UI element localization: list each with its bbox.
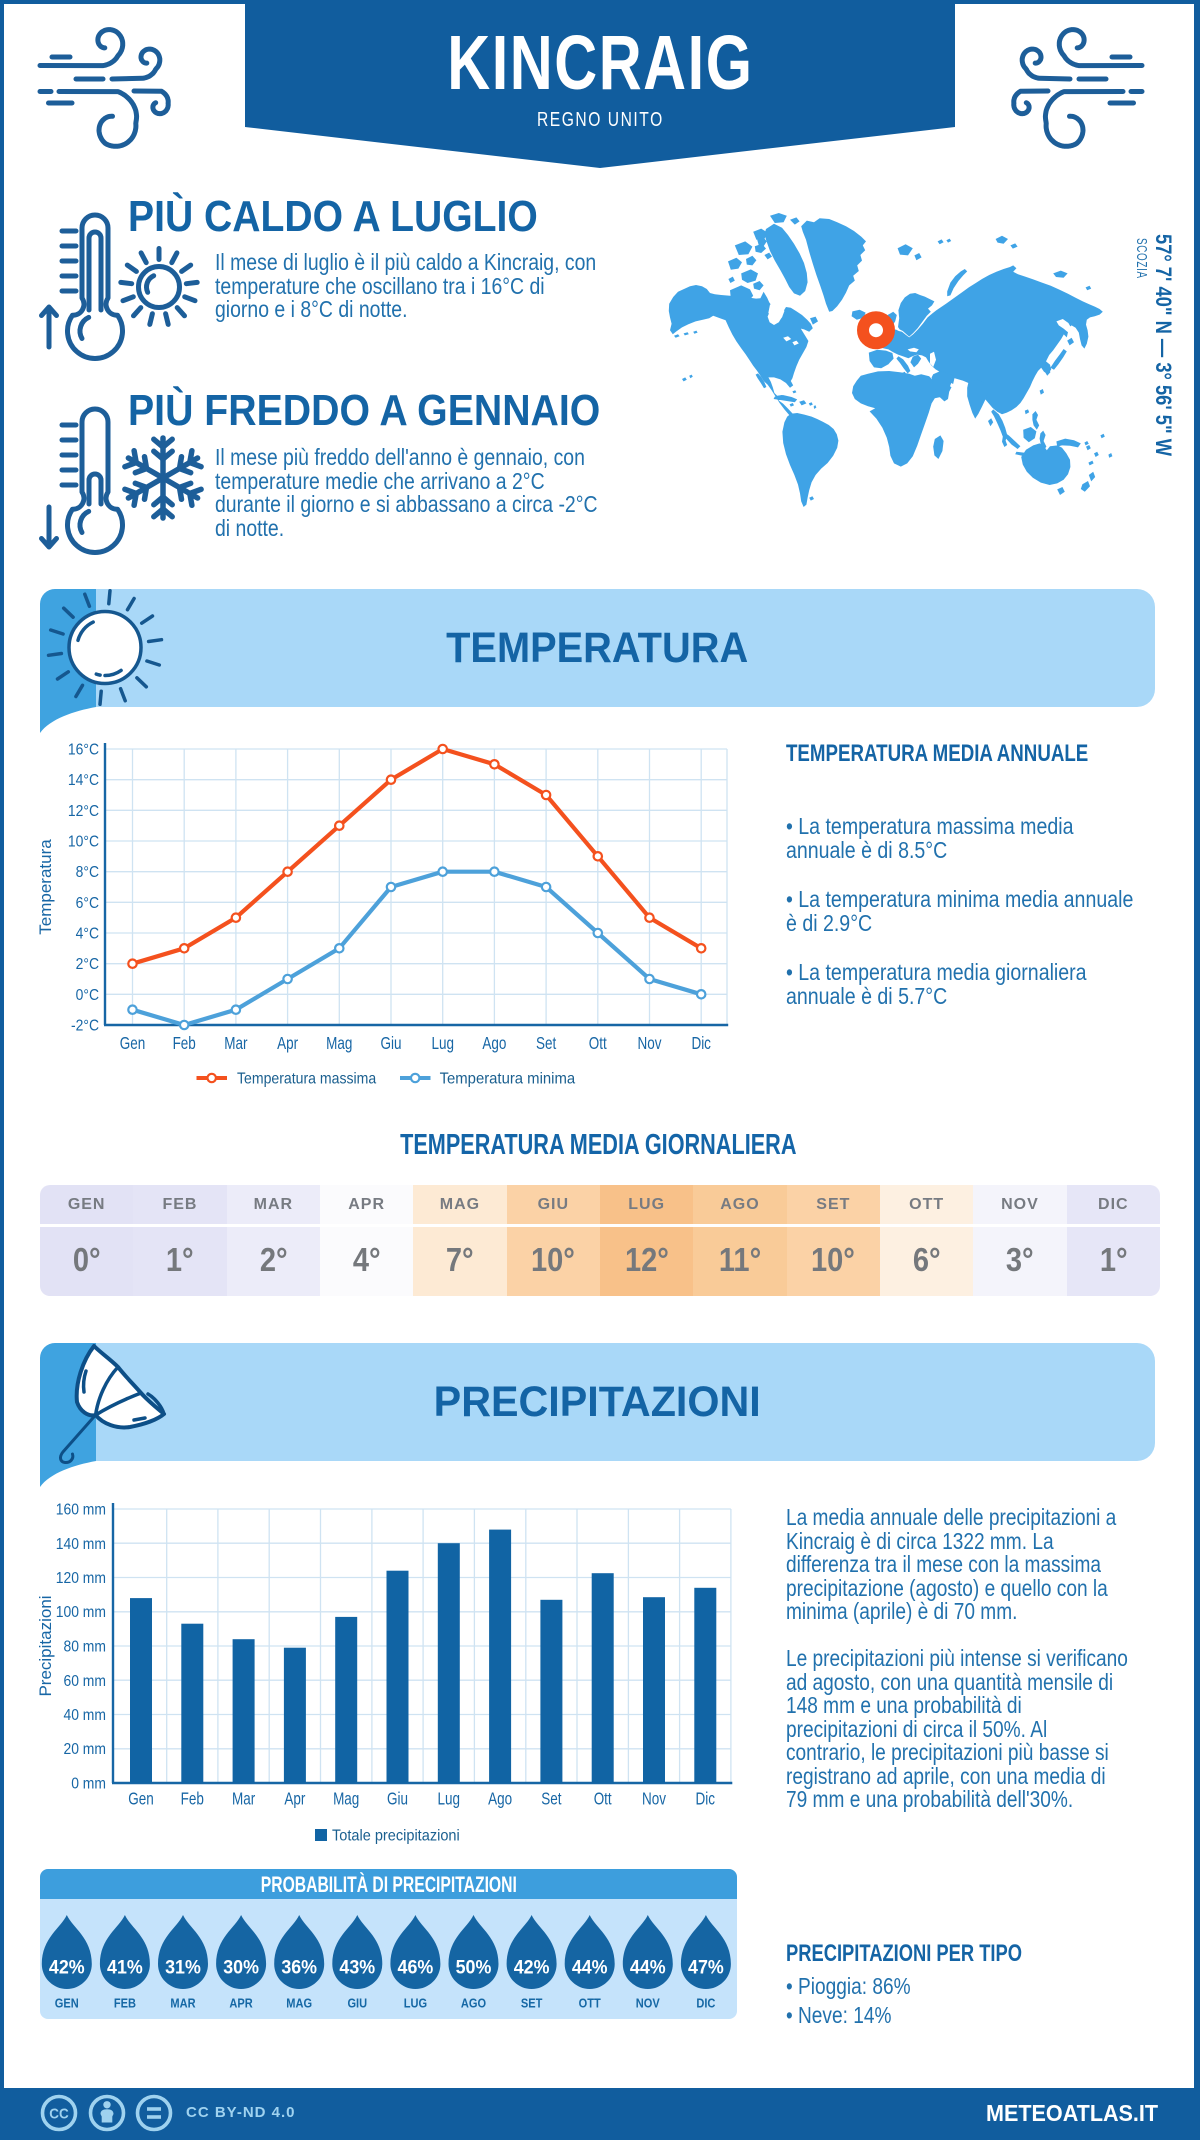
svg-text:47%: 47% (688, 1956, 724, 1978)
svg-text:MAR: MAR (170, 1996, 196, 2011)
svg-text:20 mm: 20 mm (63, 1740, 106, 1758)
svg-text:6°C: 6°C (76, 894, 100, 912)
svg-text:100 mm: 100 mm (56, 1603, 106, 1621)
svg-text:12°C: 12°C (68, 802, 99, 820)
svg-text:46%: 46% (398, 1956, 434, 1978)
svg-text:Set: Set (541, 1790, 562, 1809)
svg-text:MAG: MAG (286, 1996, 312, 2011)
svg-text:4°C: 4°C (76, 925, 100, 943)
svg-text:-2°C: -2°C (71, 1017, 99, 1035)
svg-text:AGO: AGO (461, 1996, 486, 2011)
svg-text:30%: 30% (223, 1956, 259, 1978)
svg-text:140 mm: 140 mm (56, 1535, 106, 1553)
svg-text:FEB: FEB (114, 1996, 136, 2011)
svg-text:0°C: 0°C (76, 986, 100, 1004)
svg-text:Gen: Gen (128, 1790, 153, 1809)
svg-text:40 mm: 40 mm (63, 1706, 106, 1724)
svg-text:Lug: Lug (431, 1034, 453, 1053)
svg-text:Nov: Nov (642, 1790, 666, 1809)
svg-text:42%: 42% (49, 1956, 85, 1978)
svg-text:OTT: OTT (579, 1996, 602, 2011)
svg-text:Dic: Dic (691, 1034, 711, 1053)
svg-text:14°C: 14°C (68, 771, 99, 789)
svg-text:NOV: NOV (636, 1996, 660, 2011)
svg-text:Dic: Dic (696, 1790, 716, 1809)
svg-text:Totale precipitazioni: Totale precipitazioni (332, 1827, 460, 1845)
svg-text:GEN: GEN (55, 1996, 79, 2011)
svg-text:APR: APR (229, 1996, 253, 2011)
svg-text:80 mm: 80 mm (63, 1638, 106, 1656)
svg-text:CC: CC (49, 2106, 68, 2123)
svg-text:Apr: Apr (284, 1790, 306, 1809)
svg-text:Precipitazioni: Precipitazioni (36, 1595, 55, 1696)
svg-text:120 mm: 120 mm (56, 1569, 106, 1587)
svg-text:Ott: Ott (594, 1790, 612, 1809)
svg-text:160 mm: 160 mm (56, 1501, 106, 1519)
svg-text:Apr: Apr (277, 1034, 299, 1053)
svg-text:Temperatura massima: Temperatura massima (237, 1070, 377, 1088)
svg-text:Mag: Mag (326, 1034, 352, 1053)
svg-text:Set: Set (536, 1034, 557, 1053)
svg-text:Feb: Feb (181, 1790, 204, 1809)
svg-text:8°C: 8°C (76, 863, 100, 881)
svg-text:31%: 31% (165, 1956, 201, 1978)
svg-text:Ott: Ott (589, 1034, 607, 1053)
svg-text:Temperatura minima: Temperatura minima (440, 1070, 576, 1088)
svg-text:SET: SET (521, 1996, 543, 2011)
svg-text:Mag: Mag (333, 1790, 359, 1809)
svg-text:Giu: Giu (387, 1790, 408, 1809)
svg-text:Lug: Lug (438, 1790, 460, 1809)
svg-text:60 mm: 60 mm (63, 1672, 106, 1690)
svg-text:36%: 36% (281, 1956, 317, 1978)
svg-text:LUG: LUG (404, 1996, 427, 2011)
svg-text:Ago: Ago (482, 1034, 506, 1053)
svg-text:42%: 42% (514, 1956, 550, 1978)
svg-text:Feb: Feb (173, 1034, 196, 1053)
svg-text:43%: 43% (339, 1956, 375, 1978)
svg-text:50%: 50% (456, 1956, 492, 1978)
svg-text:44%: 44% (630, 1956, 666, 1978)
svg-text:Gen: Gen (120, 1034, 145, 1053)
svg-text:Temperatura: Temperatura (36, 839, 55, 935)
svg-text:Nov: Nov (638, 1034, 662, 1053)
svg-text:16°C: 16°C (68, 741, 99, 759)
svg-text:DIC: DIC (696, 1996, 715, 2011)
svg-text:10°C: 10°C (68, 833, 99, 851)
svg-text:2°C: 2°C (76, 955, 100, 973)
svg-text:GIU: GIU (347, 1996, 367, 2011)
svg-text:44%: 44% (572, 1956, 608, 1978)
svg-text:Mar: Mar (224, 1034, 248, 1053)
svg-text:Mar: Mar (232, 1790, 256, 1809)
svg-text:0 mm: 0 mm (71, 1775, 106, 1793)
svg-text:41%: 41% (107, 1956, 143, 1978)
svg-text:Ago: Ago (488, 1790, 512, 1809)
svg-text:Giu: Giu (381, 1034, 402, 1053)
